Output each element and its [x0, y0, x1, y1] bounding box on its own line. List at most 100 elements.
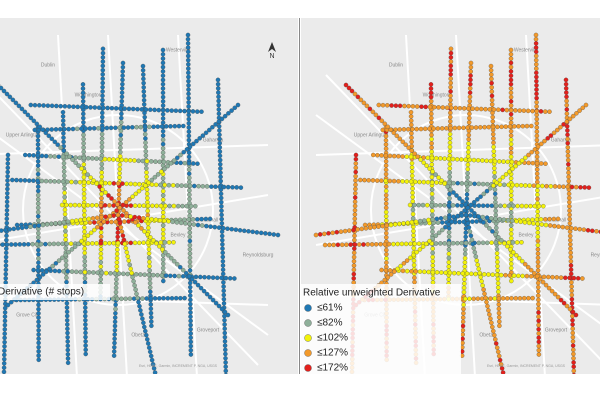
- stop: [494, 225, 499, 231]
- stop: [478, 274, 483, 280]
- stop: [409, 269, 414, 274]
- stop: [442, 181, 447, 186]
- stop: [120, 60, 126, 66]
- stop: [58, 145, 63, 150]
- stop: [535, 144, 541, 149]
- stop: [524, 123, 530, 129]
- stop: [127, 262, 132, 268]
- stop: [130, 274, 135, 280]
- stop: [467, 94, 473, 100]
- stop: [150, 203, 155, 209]
- stop: [480, 158, 485, 163]
- stop: [187, 242, 193, 248]
- stop: [351, 271, 357, 277]
- stop: [5, 302, 11, 308]
- stop: [468, 181, 473, 186]
- stop: [100, 67, 106, 73]
- stop: [496, 302, 502, 307]
- stop: [330, 230, 335, 236]
- stop: [429, 136, 434, 142]
- stop: [222, 330, 228, 336]
- stop: [149, 357, 155, 363]
- stop: [566, 162, 571, 167]
- stop: [570, 334, 576, 340]
- stop: [435, 126, 441, 131]
- stop: [424, 241, 429, 247]
- stop: [552, 184, 558, 189]
- stop: [81, 187, 87, 192]
- stop: [480, 283, 485, 288]
- stop: [98, 277, 103, 282]
- stop: [191, 222, 197, 227]
- stop: [470, 219, 475, 224]
- stop: [159, 273, 165, 278]
- stop: [561, 184, 566, 189]
- stop: [225, 226, 230, 231]
- stop: [100, 93, 105, 99]
- stop: [11, 226, 17, 232]
- stop: [195, 161, 200, 166]
- stop: [192, 279, 198, 285]
- stop: [565, 128, 570, 133]
- stop: [410, 211, 416, 217]
- stop: [463, 157, 468, 162]
- stop: [132, 283, 137, 288]
- stop: [242, 228, 247, 234]
- stop: [570, 113, 576, 119]
- stop: [558, 297, 564, 303]
- stop: [503, 379, 507, 383]
- left-legend-title: Derivative (# stops): [0, 287, 84, 298]
- stop: [358, 177, 363, 183]
- stop: [186, 137, 192, 143]
- stop: [457, 105, 463, 111]
- stop: [117, 162, 123, 168]
- stop: [510, 166, 515, 172]
- stop: [384, 260, 389, 265]
- stop: [223, 364, 228, 369]
- stop: [3, 271, 9, 277]
- stop: [28, 102, 34, 108]
- stop: [379, 178, 384, 183]
- stop: [420, 244, 426, 249]
- stop: [117, 171, 122, 176]
- stop: [34, 277, 40, 283]
- stop: [513, 296, 519, 301]
- stop: [162, 218, 167, 224]
- stop: [217, 136, 222, 142]
- stop: [536, 331, 541, 336]
- stop: [569, 225, 574, 231]
- stop: [409, 169, 415, 174]
- stop: [499, 366, 505, 371]
- stop: [219, 208, 224, 213]
- stop: [383, 205, 389, 211]
- stop: [115, 240, 121, 246]
- stop: [25, 112, 31, 118]
- stop: [185, 32, 191, 38]
- stop: [148, 353, 154, 359]
- stop: [465, 171, 470, 176]
- stop: [385, 124, 391, 130]
- stop: [62, 194, 67, 200]
- stop: [100, 55, 106, 60]
- stop: [460, 336, 465, 342]
- stop: [460, 323, 466, 329]
- stop: [114, 251, 120, 257]
- stop: [99, 140, 105, 146]
- stop: [161, 159, 167, 165]
- stop: [85, 155, 91, 161]
- stop: [528, 203, 533, 209]
- stop: [149, 177, 155, 183]
- stop: [434, 270, 440, 275]
- stop: [128, 203, 134, 208]
- stop: [106, 193, 111, 198]
- stop: [463, 202, 468, 207]
- stop: [232, 276, 237, 281]
- stop: [536, 203, 542, 209]
- stop: [397, 103, 403, 109]
- stop: [187, 263, 193, 269]
- stop: [223, 368, 229, 374]
- stop: [480, 203, 486, 208]
- stop: [203, 216, 209, 222]
- stop: [165, 163, 170, 169]
- stop: [65, 347, 71, 353]
